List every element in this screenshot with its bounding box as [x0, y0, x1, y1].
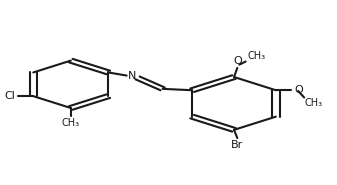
Text: CH₃: CH₃	[304, 97, 322, 107]
Text: O: O	[294, 85, 303, 95]
Text: Cl: Cl	[4, 91, 15, 101]
Text: N: N	[127, 71, 136, 81]
Text: O: O	[233, 56, 242, 66]
Text: CH₃: CH₃	[247, 51, 266, 61]
Text: Br: Br	[231, 140, 243, 150]
Text: CH₃: CH₃	[62, 118, 80, 128]
